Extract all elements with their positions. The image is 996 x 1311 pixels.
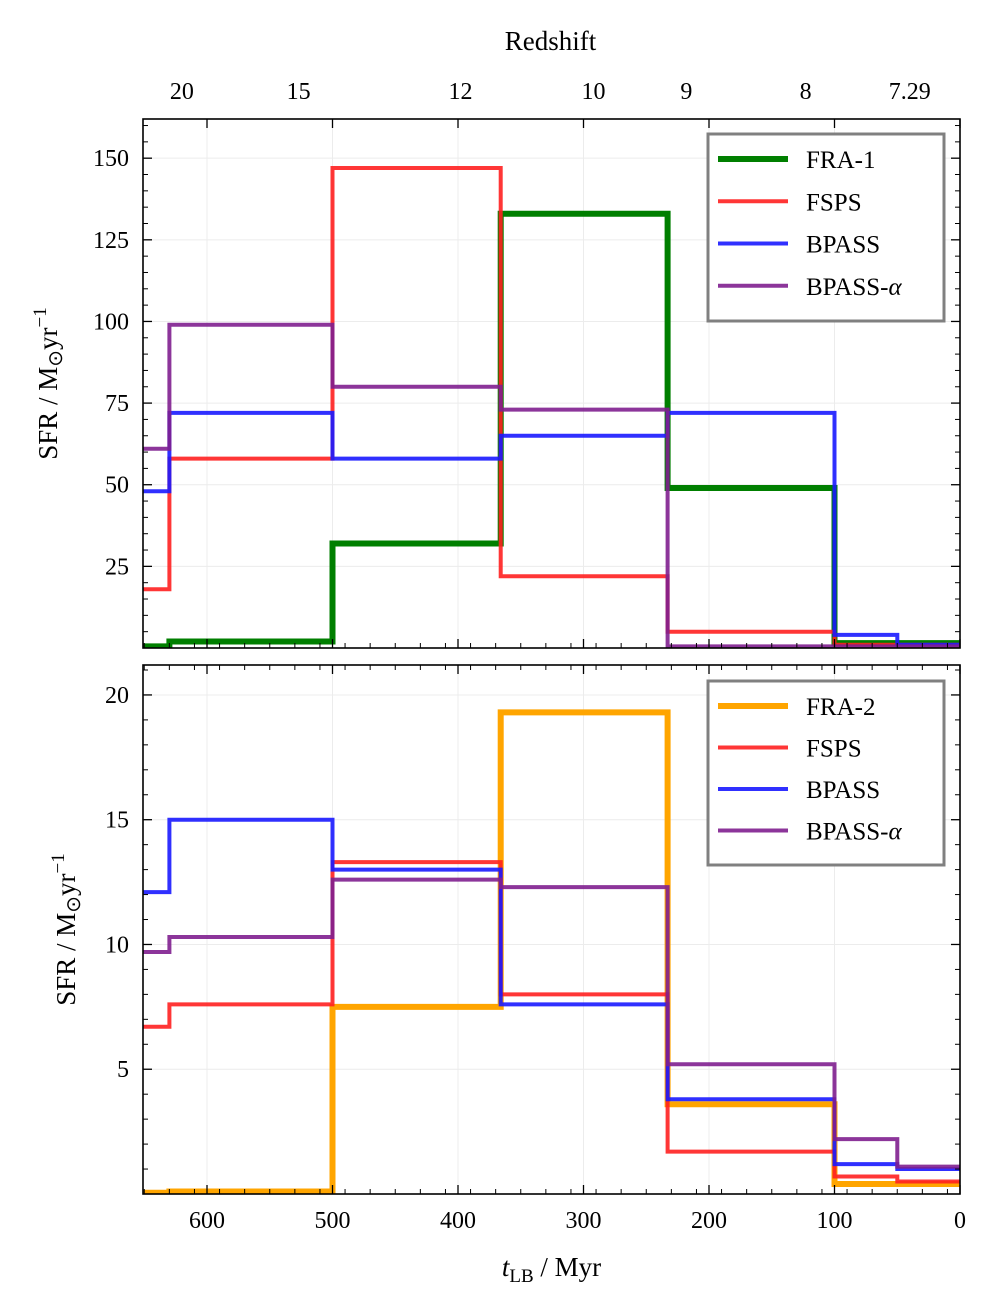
top-ytick-label: 25	[105, 554, 129, 580]
redshift-tick-label: 8	[800, 79, 812, 105]
top-series-bpass-	[143, 322, 960, 648]
top-ytick-label: 50	[105, 473, 129, 499]
bottom-ytick-label: 15	[105, 808, 129, 834]
legend-label: FRA-2	[806, 694, 875, 721]
x-tick-label: 200	[691, 1208, 727, 1234]
top-series-group	[143, 166, 960, 648]
bottom-panel: 5 10 15 20 SFR / M⊙yr−1 FRA-2 FSPS BPASS BPASS-α…	[48, 664, 966, 1287]
bottom-series-bpass	[143, 817, 960, 1171]
legend-label: BPASS	[806, 777, 880, 804]
redshift-tick-label: 15	[287, 79, 311, 105]
top-series-bpass	[143, 410, 960, 647]
redshift-tick-label: 9	[680, 79, 692, 105]
x-axis-label: tLB / Myr	[502, 1252, 601, 1287]
x-tick-label: 400	[440, 1208, 476, 1234]
legend-label: BPASS-α	[806, 274, 902, 301]
top-ytick-label: 100	[93, 309, 129, 335]
bottom-ytick-label: 5	[117, 1057, 129, 1083]
bottom-frame	[142, 664, 961, 1195]
top-ytick-label: 125	[93, 228, 129, 254]
redshift-tick-label: 7.29	[889, 79, 931, 105]
top-y-axis-label: SFR / M⊙yr−1	[30, 307, 67, 460]
top-ytick-label: 75	[105, 391, 129, 417]
bottom-series-fsps	[143, 860, 960, 1184]
bottom-ticks	[143, 665, 961, 1194]
legend-label: FRA-1	[806, 147, 875, 174]
bottom-legend: FRA-2 FSPS BPASS BPASS-α	[706, 679, 946, 867]
x-tick-label: 100	[817, 1208, 853, 1234]
legend-box	[706, 679, 946, 867]
redshift-tick-label: 12	[449, 79, 473, 105]
x-tick-label: 500	[315, 1208, 351, 1234]
legend-label: FSPS	[806, 189, 862, 216]
legend-label: BPASS-α	[806, 819, 902, 846]
redshift-axis-title: Redshift	[505, 26, 597, 56]
redshift-tick-label: 20	[170, 79, 194, 105]
legend-box	[706, 132, 946, 323]
bottom-ytick-label: 20	[105, 683, 129, 709]
top-frame	[142, 118, 961, 649]
x-tick-label: 600	[189, 1208, 225, 1234]
bottom-ytick-label: 10	[105, 932, 129, 958]
redshift-tick-label: 10	[582, 79, 606, 105]
x-tick-label: 300	[566, 1208, 602, 1234]
bottom-series-bpass-	[143, 877, 960, 1169]
legend-label: FSPS	[806, 736, 862, 763]
legend-label: BPASS	[806, 232, 880, 259]
top-ytick-label: 150	[93, 146, 129, 172]
top-panel: 25 50 75 100 125 150 SFR / M⊙yr−1 FRA-1 FSPS BPAS…	[30, 26, 961, 649]
top-legend: FRA-1 FSPS BPASS BPASS-α	[706, 132, 946, 323]
top-ticks	[143, 119, 961, 648]
bottom-y-axis-label: SFR / M⊙yr−1	[48, 853, 85, 1006]
x-tick-label: 0	[954, 1208, 966, 1234]
